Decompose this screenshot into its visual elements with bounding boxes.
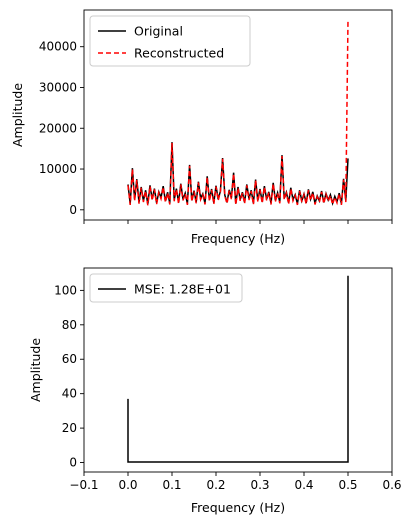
y-tick-label: 30000	[39, 80, 77, 94]
y-tick-label: 100	[54, 283, 77, 297]
chart-panel-2: 0 20 40 60 80 100 −0.1 0.0 0.1 0.2 0.3 0.4 0.5 0.6 Fre…	[28, 267, 402, 515]
legend-box	[89, 273, 243, 303]
y-axis-label: Amplitude	[10, 83, 25, 147]
x-tick-label: 0.3	[250, 478, 269, 492]
y-tick-label: 20	[62, 421, 77, 435]
x-tick-label: 0.6	[382, 478, 401, 492]
series-line-2	[127, 19, 349, 208]
legend-label: Reconstructed	[134, 46, 224, 61]
y-axis-label: Amplitude	[28, 338, 43, 402]
series-line-1	[127, 275, 349, 463]
x-tick-label: 0.2	[206, 478, 225, 492]
legend-label: MSE: 1.28E+01	[134, 282, 231, 297]
x-tick-label: 0.0	[118, 478, 137, 492]
y-tick-label: 0	[69, 203, 77, 217]
legend: Original Reconstructed	[89, 15, 251, 67]
y-tick-label: 20000	[39, 121, 77, 135]
x-axis-label: Frequency (Hz)	[191, 231, 285, 246]
y-tick-label: 40000	[39, 40, 77, 54]
chart-panel-1: 0 10000 20000 30000 40000 Frequency (Hz) Ampli…	[10, 9, 393, 246]
legend-label: Original	[134, 24, 183, 39]
x-tick-label: −0.1	[69, 478, 98, 492]
y-tick-label: 80	[62, 318, 77, 332]
series-line-1	[127, 142, 349, 206]
legend: MSE: 1.28E+01	[89, 273, 243, 303]
y-tick-label: 10000	[39, 162, 77, 176]
x-tick-label: 0.4	[294, 478, 313, 492]
x-tick-label: 0.5	[338, 478, 357, 492]
x-axis-label: Frequency (Hz)	[191, 500, 285, 515]
plot-frame	[83, 267, 393, 473]
y-tick-label: 60	[62, 352, 77, 366]
legend-box	[89, 15, 251, 67]
plot-frame	[83, 9, 393, 221]
x-tick-label: 0.1	[162, 478, 181, 492]
y-tick-label: 0	[69, 456, 77, 470]
y-tick-label: 40	[62, 387, 77, 401]
